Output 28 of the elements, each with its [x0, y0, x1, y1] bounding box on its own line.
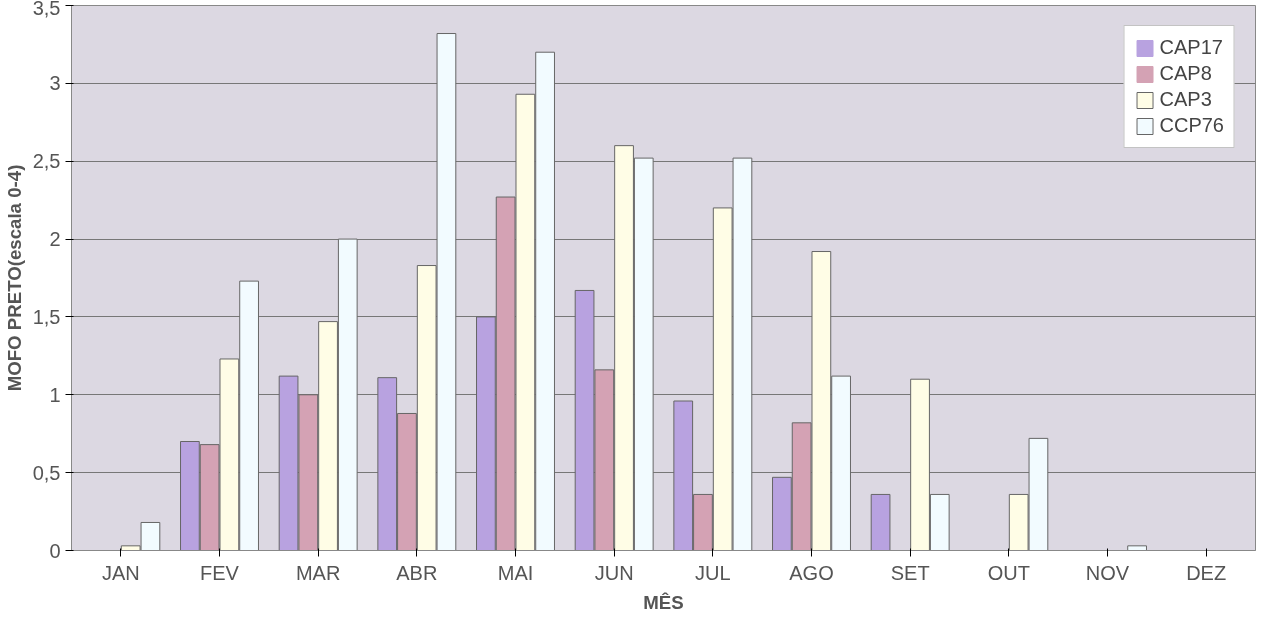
bar: [870, 493, 891, 551]
y-tick-label: 0: [49, 539, 61, 562]
x-tick-label: JUN: [594, 561, 634, 584]
x-tick-label: NOV: [1085, 561, 1130, 584]
y-tick-label: 3,5: [32, 0, 61, 19]
y-tick-label: 2,5: [32, 150, 61, 173]
legend-label: CAP17: [1159, 36, 1223, 59]
y-tick-label: 1,5: [32, 305, 61, 328]
y-tick-label: 0,5: [32, 461, 61, 484]
x-tick-label: JUL: [695, 561, 731, 584]
x-tick-label: MAI: [497, 561, 534, 584]
x-tick-label: OUT: [987, 561, 1030, 584]
x-tick-label: AGO: [789, 561, 834, 584]
x-tick-label: DEZ: [1186, 561, 1227, 584]
bar: [1127, 545, 1147, 551]
x-tick-label: JAN: [101, 561, 140, 584]
legend-label: CAP8: [1159, 62, 1212, 85]
x-axis-title: MÊS: [643, 591, 684, 613]
legend-label: CCP76: [1159, 114, 1224, 137]
y-tick-label: 2: [49, 228, 61, 251]
x-tick-label: ABR: [396, 561, 438, 584]
x-tick-label: SET: [890, 561, 930, 584]
legend-label: CAP3: [1159, 88, 1212, 111]
y-tick-label: 1: [49, 383, 61, 406]
x-tick-label: MAR: [295, 561, 341, 584]
y-tick-label: 3: [49, 72, 61, 95]
x-tick-label: FEV: [200, 561, 240, 584]
y-axis-title: MOFO PRETO(escala 0-4): [3, 164, 25, 392]
